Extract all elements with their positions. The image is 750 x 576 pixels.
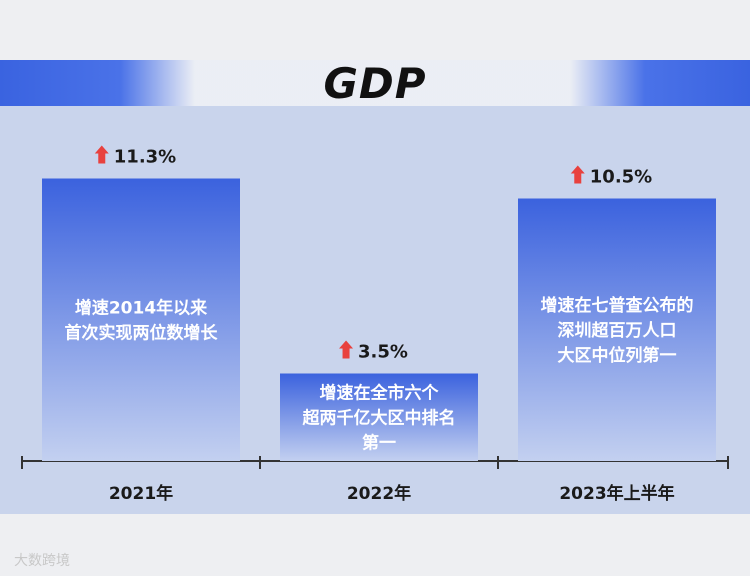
title-band xyxy=(0,60,750,106)
x-tick-label: 2023年上半年 xyxy=(559,483,674,504)
up-arrow-icon xyxy=(339,340,354,359)
up-arrow-icon xyxy=(570,165,585,184)
bar xyxy=(42,178,240,461)
chart-panel: 11.3% 增速2014年以来 首次实现两位数增长 2021年 3.5% 增速在全市六个超… xyxy=(0,106,750,514)
value-label: 10.5% xyxy=(590,167,652,188)
bar-annotation: 大区中位列第一 xyxy=(558,345,677,366)
chart-title: GDP xyxy=(323,59,427,108)
bar-annotation: 深圳超百万人口 xyxy=(558,320,677,341)
x-tick-label: 2022年 xyxy=(347,483,411,504)
watermark: 大数跨境 xyxy=(14,553,70,569)
value-label: 3.5% xyxy=(358,342,408,363)
x-tick-label: 2021年 xyxy=(109,483,173,504)
bar-annotation: 第一 xyxy=(362,432,396,453)
bar-annotation: 增速在七普查公布的 xyxy=(541,295,694,316)
bar-annotation: 超两千亿大区中排名 xyxy=(303,407,456,428)
value-label: 11.3% xyxy=(114,147,176,168)
bar xyxy=(518,198,716,461)
up-arrow-icon xyxy=(94,145,109,164)
bar-annotation: 首次实现两位数增长 xyxy=(65,322,219,343)
bar-annotation: 增速2014年以来 xyxy=(75,297,208,318)
bar-annotation: 增速在全市六个 xyxy=(320,382,440,403)
bar xyxy=(280,373,478,461)
